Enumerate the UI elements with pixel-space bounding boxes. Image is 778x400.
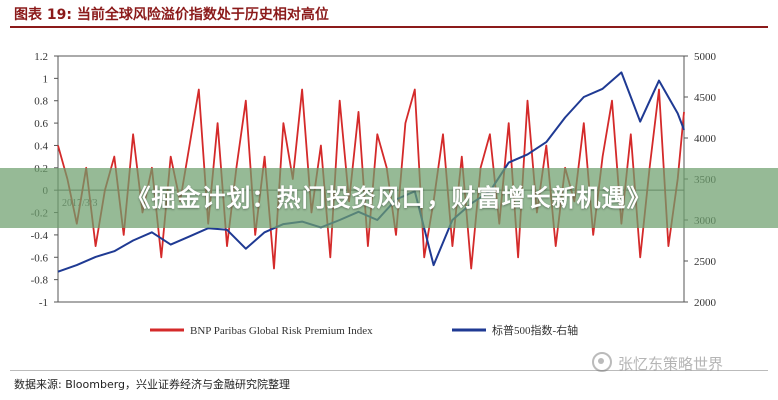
left-tick-label: 0.8 [34, 96, 48, 108]
left-tick-label: -0.8 [31, 275, 49, 287]
left-tick-label: 0.6 [34, 118, 48, 130]
overlay-banner[interactable]: 《掘金计划：热门投资风口，财富增长新机遇》 [0, 168, 778, 228]
figure-title: 图表 19: 当前全球风险溢价指数处于历史相对高位 [14, 7, 329, 23]
legend-label-sp500: 标普500指数-右轴 [492, 323, 578, 337]
left-tick-label: -0.6 [31, 252, 49, 264]
source-divider [10, 370, 768, 371]
data-source: 数据来源: Bloomberg，兴业证券经济与金融研究院整理 [14, 378, 291, 391]
left-tick-label: 1.2 [34, 51, 48, 63]
watermark: 张忆东策略世界 [592, 352, 723, 374]
right-tick-label: 5000 [694, 51, 717, 63]
right-tick-label: 2000 [694, 297, 717, 309]
left-tick-label: 0.4 [34, 140, 48, 152]
title-divider [10, 26, 768, 28]
watermark-text: 张忆东策略世界 [618, 355, 724, 373]
header-bar: 图表 19: 当前全球风险溢价指数处于历史相对高位 [0, 0, 778, 30]
legend-label-risk-premium: BNP Paribas Global Risk Premium Index [190, 325, 373, 337]
left-tick-label: -0.4 [31, 230, 49, 242]
watermark-logo-icon [592, 352, 612, 372]
right-tick-label: 2500 [694, 256, 717, 268]
banner-text: 《掘金计划：热门投资风口，财富增长新机遇》 [126, 184, 652, 212]
right-tick-label: 4500 [694, 92, 717, 104]
left-tick-label: 1 [43, 73, 49, 85]
right-tick-label: 4000 [694, 133, 717, 145]
left-tick-label: -1 [39, 297, 48, 309]
